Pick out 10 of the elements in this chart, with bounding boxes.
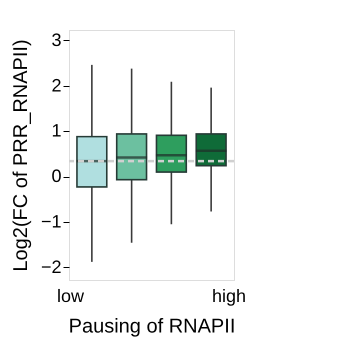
x-axis-title: Pausing of RNAPII xyxy=(68,316,236,338)
y-tick-label: 1 xyxy=(51,120,62,141)
text: low xyxy=(57,286,86,306)
y-tick-label: 2 xyxy=(51,75,62,96)
text: high xyxy=(212,286,246,306)
y-tick-label: 0 xyxy=(51,166,62,186)
y-axis-title: Log2(FC of PRR_RNAPII) xyxy=(10,39,32,272)
y-tick-label: 3 xyxy=(51,30,62,50)
y-tick-label: −1 xyxy=(40,211,62,232)
y-tick-label: −2 xyxy=(40,256,62,277)
